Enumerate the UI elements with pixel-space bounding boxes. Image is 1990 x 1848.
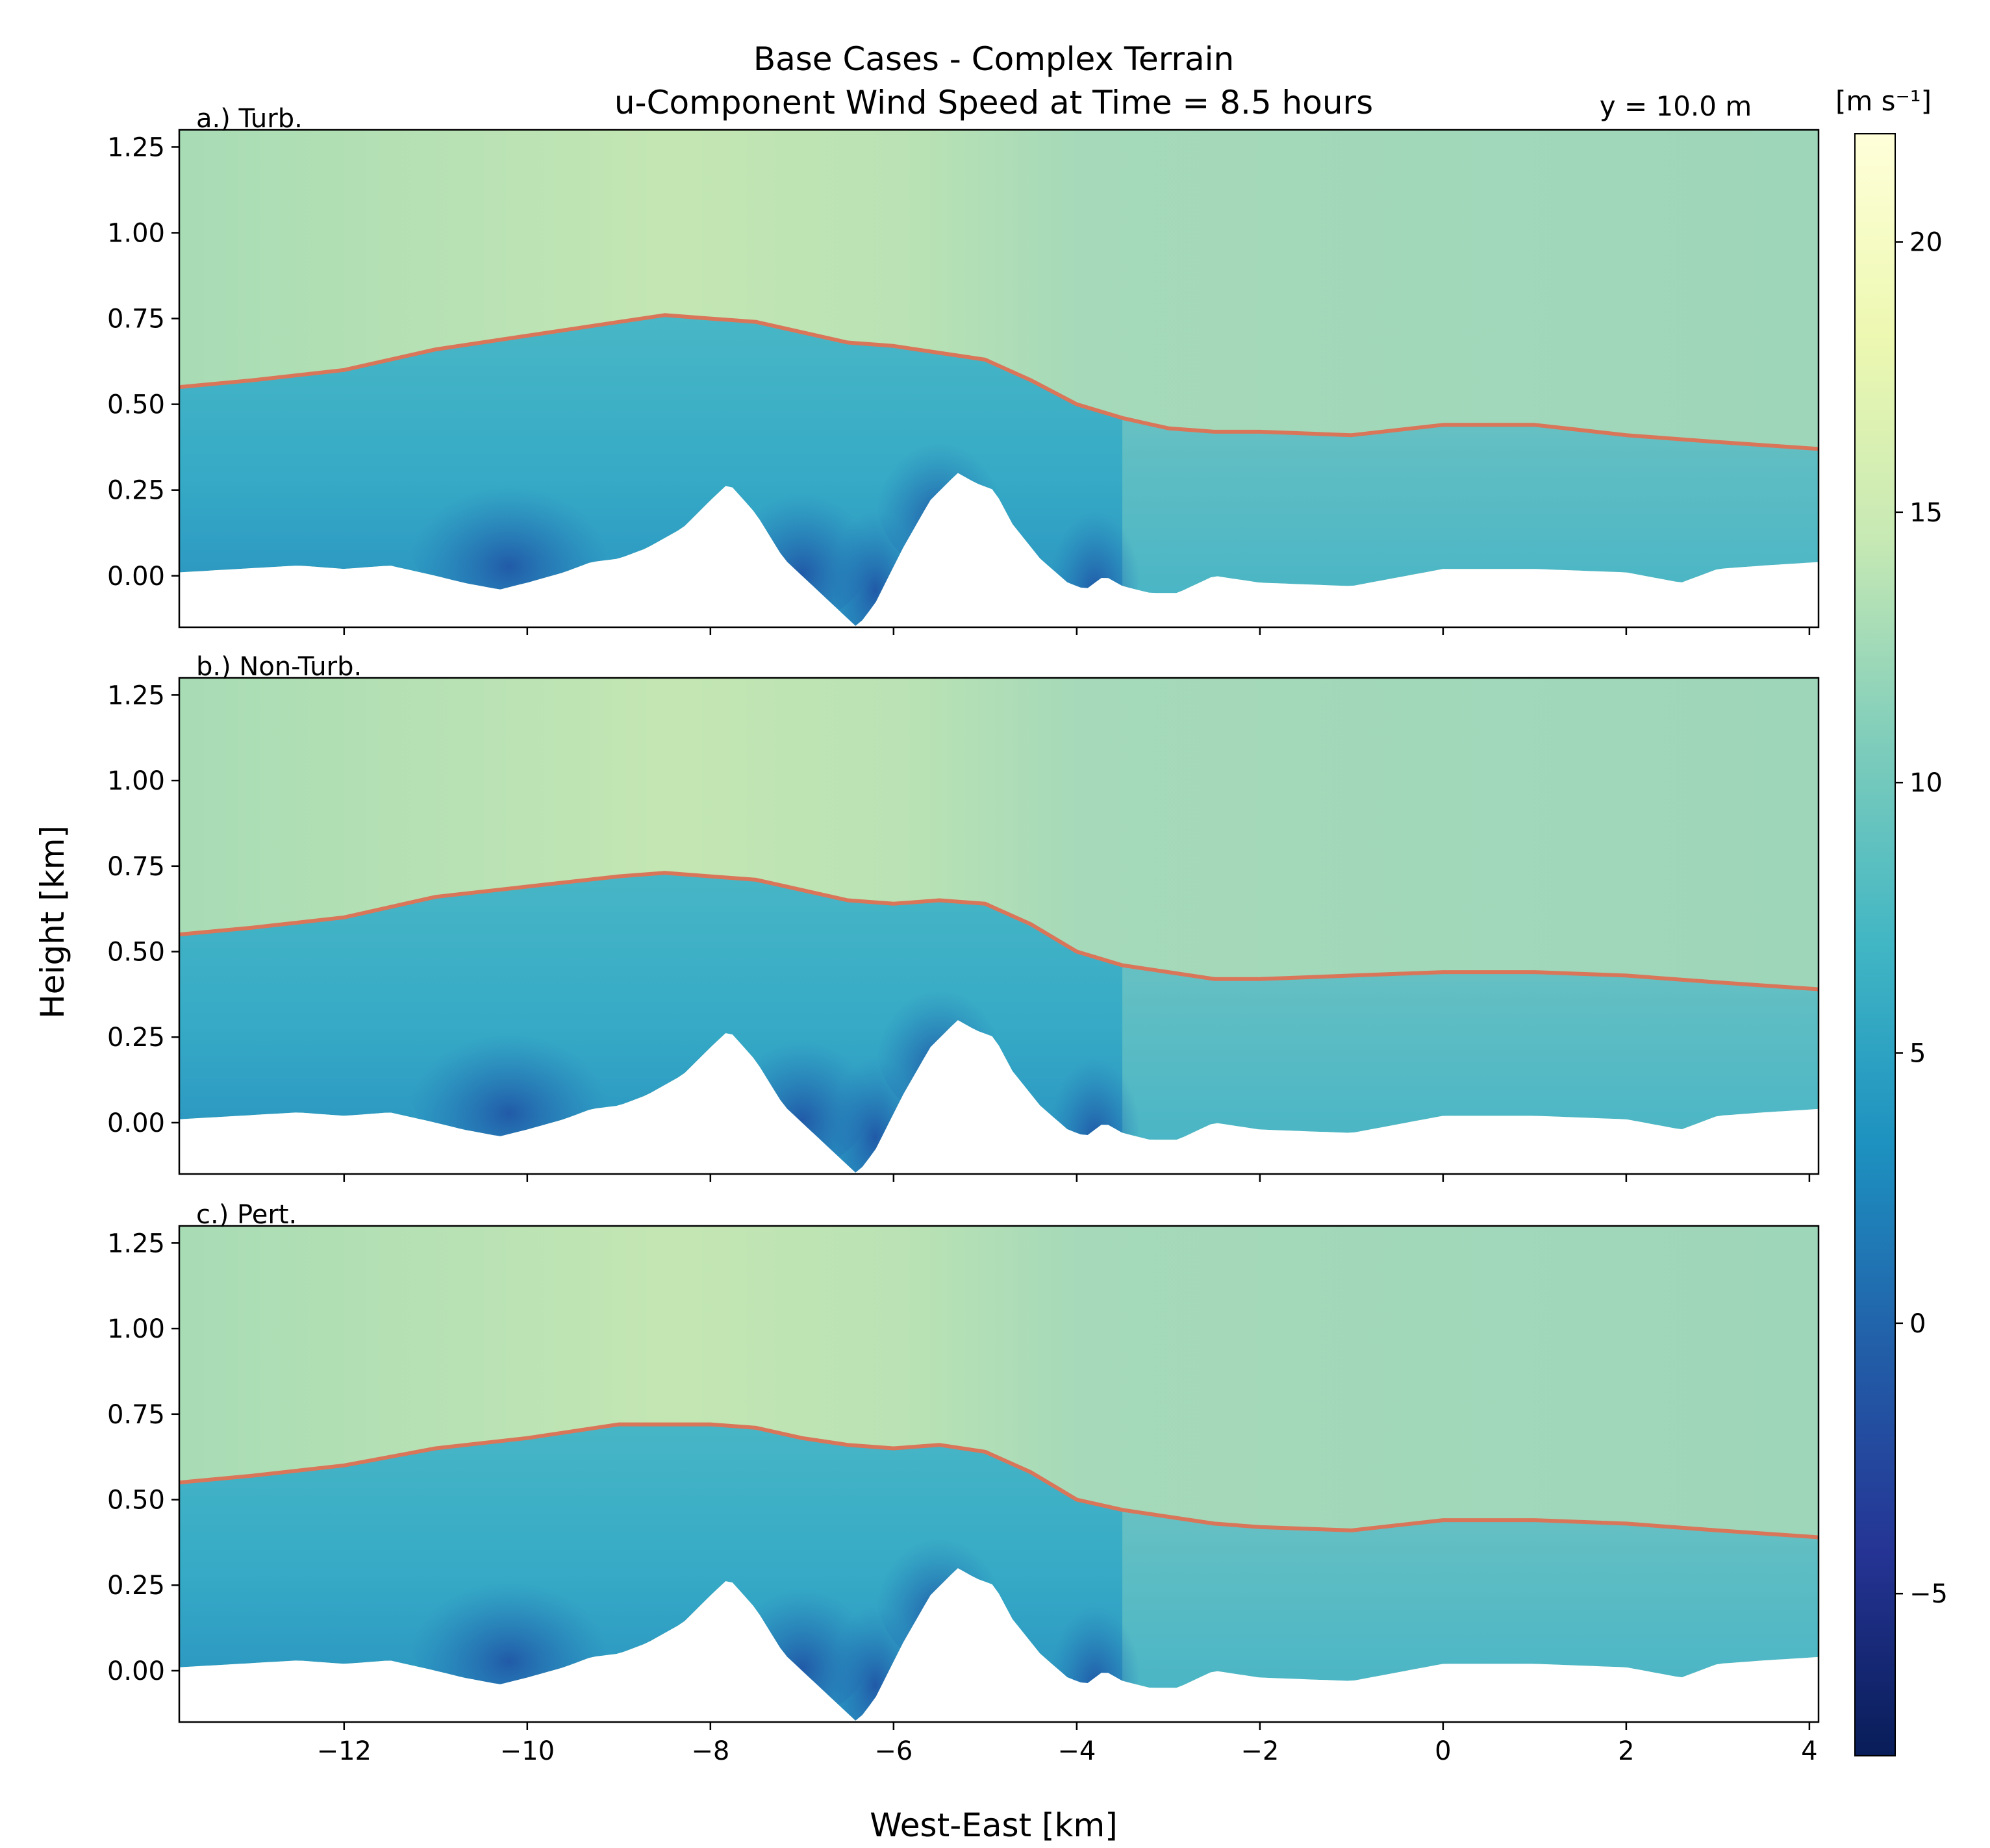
x-axis-label: West-East [km] xyxy=(870,1806,1117,1844)
panel-frame xyxy=(178,129,1820,629)
y-tick-label: 0.00 xyxy=(107,1656,165,1686)
colorbar-ticks: −5 0 5 10 15 20 xyxy=(1895,228,1948,1609)
y-axis-label: Height [km] xyxy=(34,825,71,1019)
y-tick-label: 1.25 xyxy=(107,1229,165,1258)
y-tick-label: 0.75 xyxy=(107,1400,165,1430)
y-tick-label: 1.00 xyxy=(107,766,165,796)
y-tick-label: 0.75 xyxy=(107,305,165,334)
terrain-mask xyxy=(179,473,1819,627)
x-tick-label: 2 xyxy=(1618,1736,1634,1766)
boundary-layer-height-line xyxy=(179,313,1819,451)
y-tick-label: 0.00 xyxy=(107,562,165,592)
x-tick-label: −4 xyxy=(1057,1736,1096,1766)
y-tick-label: 0.25 xyxy=(107,1571,165,1601)
panel-frame xyxy=(178,1225,1820,1723)
colorbar-tick-label: 0 xyxy=(1909,1309,1926,1339)
y-tick-label: 1.25 xyxy=(107,132,165,162)
panel-label: a.) Turb. xyxy=(196,104,303,134)
panels: 0.00 0.25 0.50 0.75 1.00 1.25 a.) Turb. 0.00 0.2… xyxy=(107,104,1820,1766)
panel-2: 0.00 0.25 0.50 0.75 1.00 1.25 b.) Non-Turb. xyxy=(107,652,1820,1182)
colorbar-tick-label: 15 xyxy=(1909,498,1943,528)
x-tick-label: 4 xyxy=(1801,1736,1817,1766)
terrain-mask xyxy=(179,1568,1819,1722)
colorbar-gradient xyxy=(1854,133,1896,1756)
y-tick-label: 1.25 xyxy=(107,681,165,710)
panel-3: 0.00 0.25 0.50 0.75 1.00 1.25 −12 −10 −8 −6 −4 −2 0 2… xyxy=(107,1200,1820,1766)
x-tick-label: −2 xyxy=(1241,1736,1279,1766)
x-tick-label: −6 xyxy=(874,1736,913,1766)
colorbar-tick-label: 5 xyxy=(1909,1039,1926,1069)
panel-label: c.) Pert. xyxy=(196,1200,297,1230)
chart-title-line-1: Base Cases - Complex Terrain xyxy=(753,40,1234,78)
x-tick-label: −10 xyxy=(500,1736,555,1766)
y-tick-label: 0.00 xyxy=(107,1108,165,1138)
panel-frame xyxy=(178,677,1820,1175)
wind-field-2 xyxy=(179,678,1819,1174)
y-tick-label: 0.25 xyxy=(107,476,165,506)
panel-label: b.) Non-Turb. xyxy=(196,652,362,682)
boundary-layer-height-line xyxy=(179,1422,1819,1540)
y-tick-label: 1.00 xyxy=(107,1314,165,1344)
chart-title-line-2: u-Component Wind Speed at Time = 8.5 hou… xyxy=(614,84,1373,121)
y-tick-label: 1.00 xyxy=(107,218,165,248)
y-tick-label: 0.50 xyxy=(107,938,165,968)
colorbar-label: [m s⁻¹] xyxy=(1835,85,1932,117)
boundary-layer-height-line xyxy=(179,871,1819,992)
panel-1: 0.00 0.25 0.50 0.75 1.00 1.25 a.) Turb. xyxy=(107,104,1820,635)
x-tick-label: 0 xyxy=(1435,1736,1451,1766)
y-tick-label: 0.50 xyxy=(107,390,165,420)
colorbar-tick-label: 10 xyxy=(1909,768,1943,798)
x-tick-label: −12 xyxy=(317,1736,372,1766)
wind-field-3 xyxy=(179,1226,1819,1722)
y-tick-label: 0.50 xyxy=(107,1486,165,1516)
colorbar-tick-label: −5 xyxy=(1909,1579,1948,1609)
colorbar: −5 0 5 10 15 20 [m s⁻¹] xyxy=(1835,85,1948,1756)
colorbar-tick-label: 20 xyxy=(1909,228,1943,258)
y-location-annotation: y = 10.0 m xyxy=(1600,90,1752,122)
terrain-mask xyxy=(179,1020,1819,1174)
wind-field-1 xyxy=(179,130,1819,627)
y-tick-label: 0.75 xyxy=(107,852,165,882)
x-tick-label: −8 xyxy=(691,1736,729,1766)
y-tick-label: 0.25 xyxy=(107,1023,165,1053)
